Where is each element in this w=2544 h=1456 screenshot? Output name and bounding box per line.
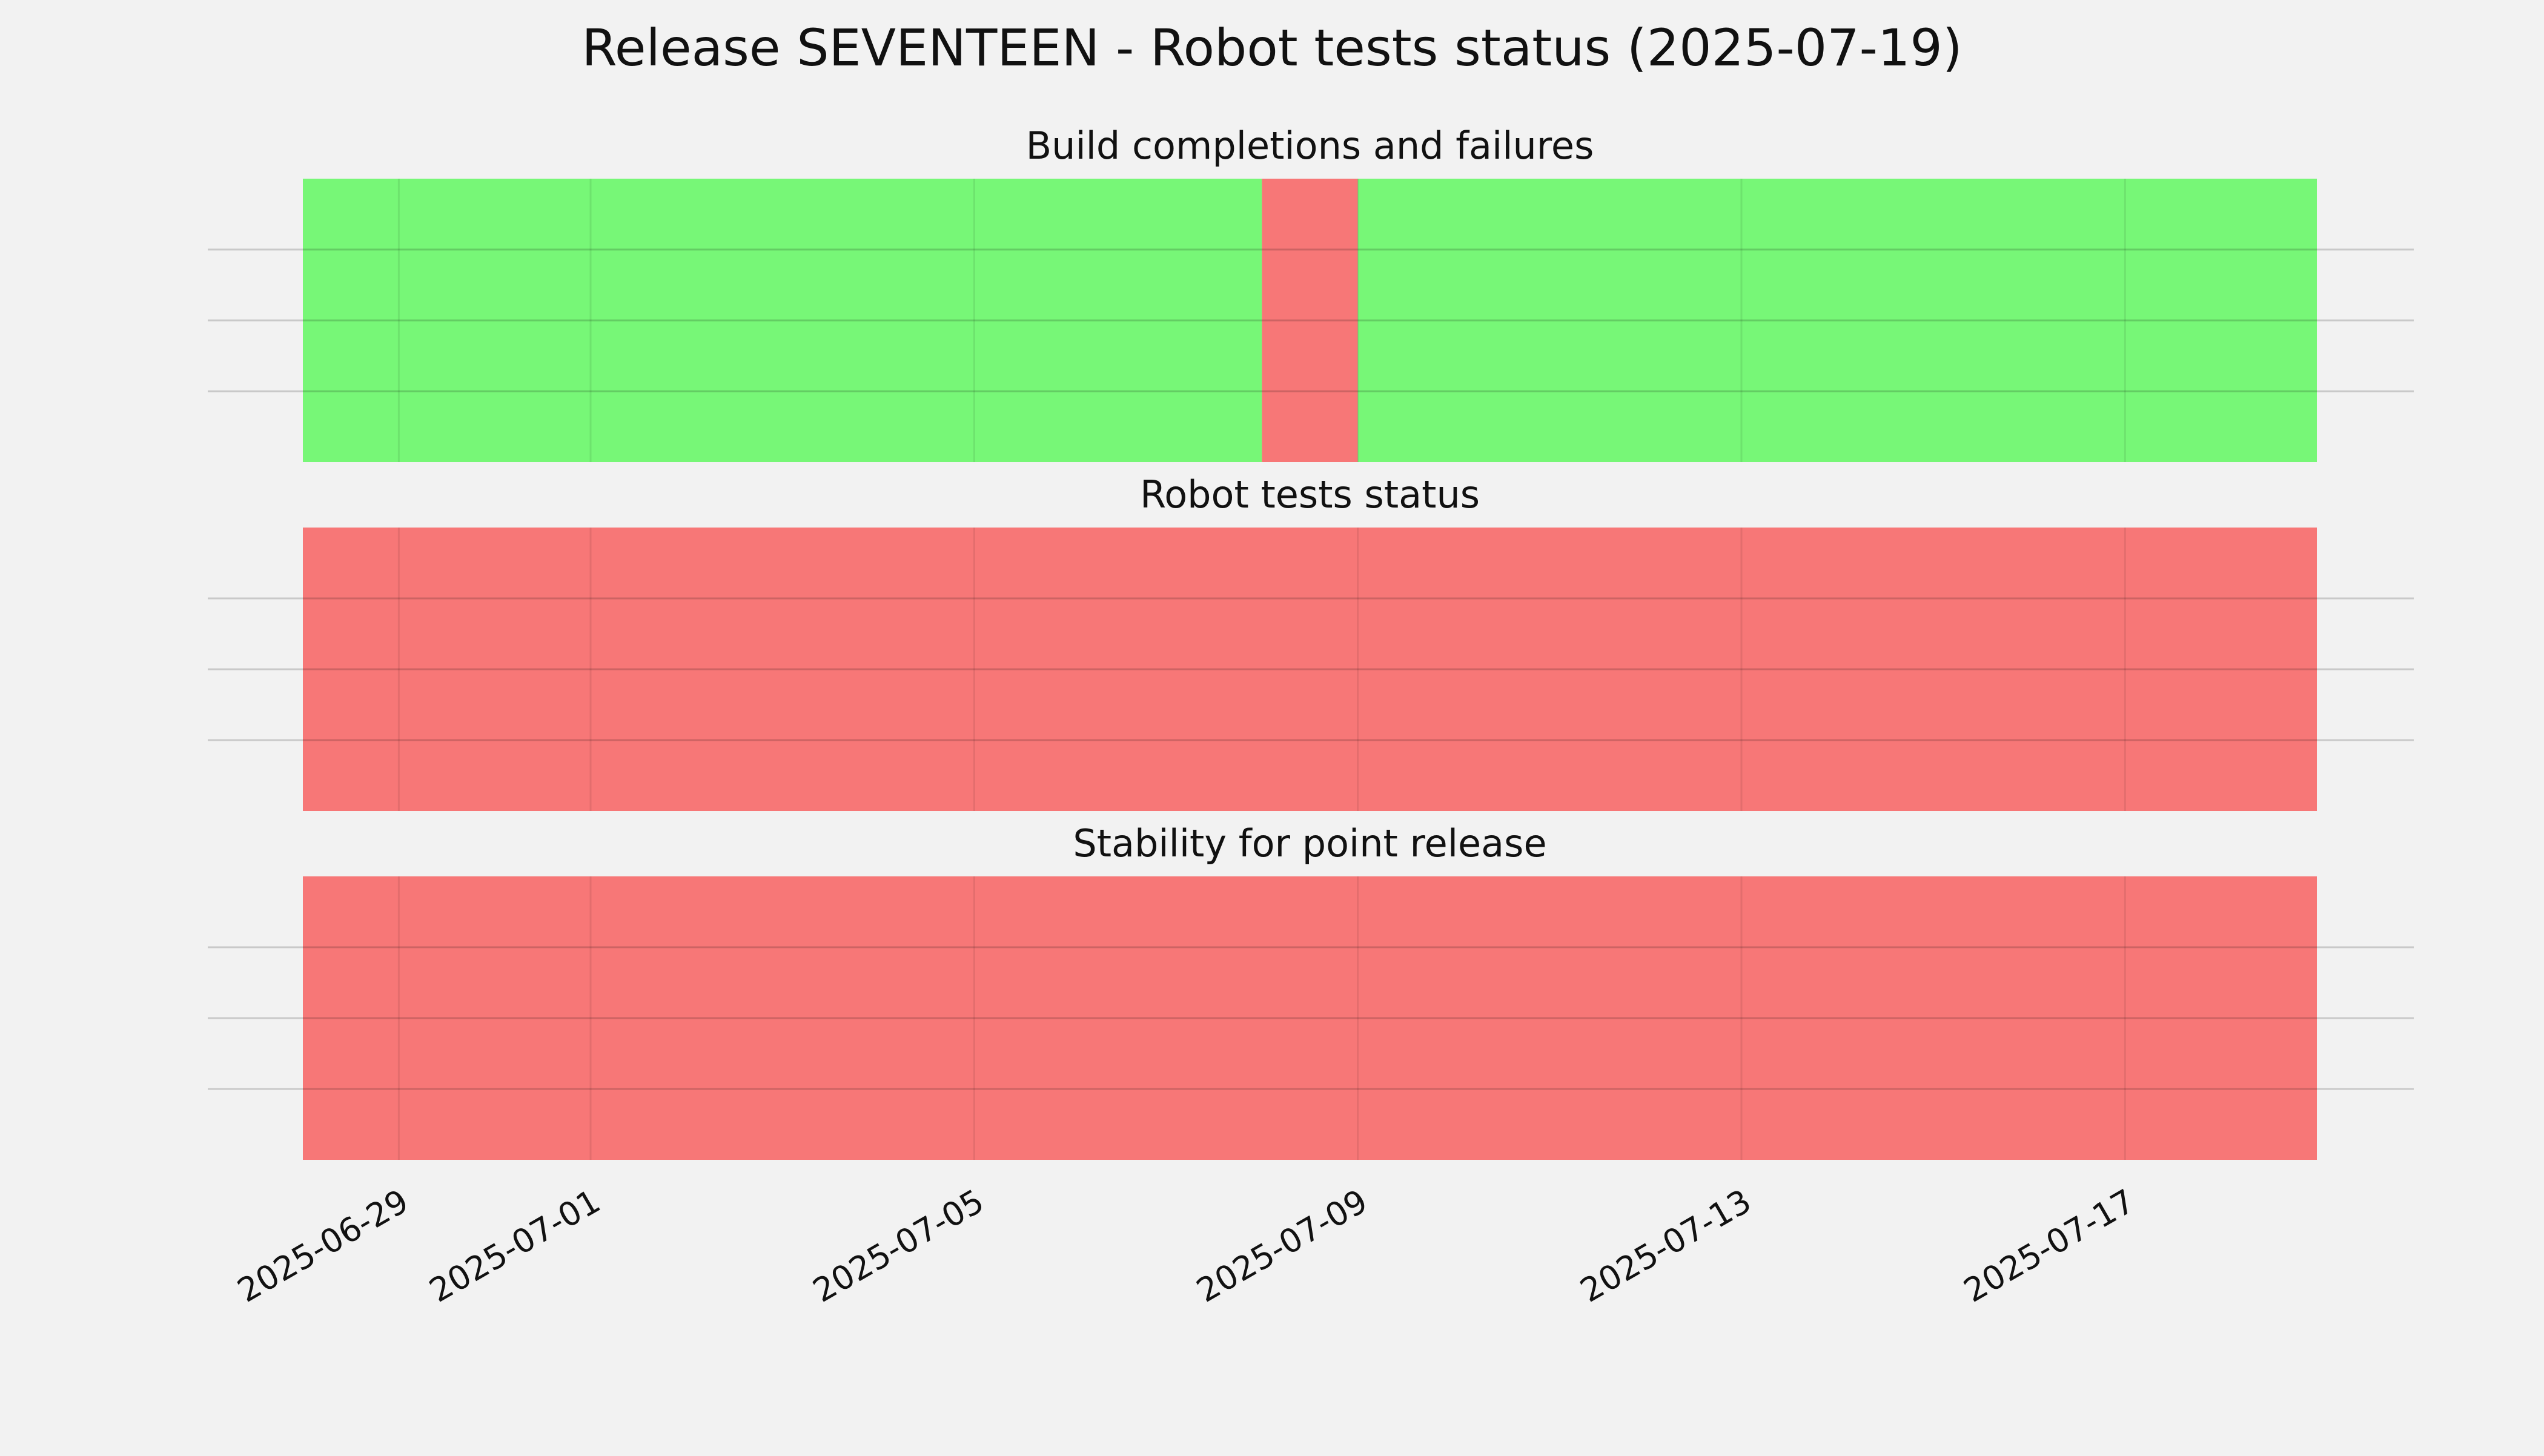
status-segment-pass: [1357, 179, 2317, 462]
panel-1: Build completions and failures: [208, 124, 2414, 462]
panel-title: Build completions and failures: [1026, 124, 1594, 168]
x-tick-label: 2025-07-01: [423, 1182, 606, 1309]
x-tick-label: 2025-07-13: [1574, 1182, 1757, 1309]
chart-title: Release SEVENTEEN - Robot tests status (…: [581, 18, 1962, 78]
status-segment-pass: [303, 179, 1262, 462]
status-segment-fail: [303, 528, 2317, 811]
status-segment-fail: [303, 876, 2317, 1160]
x-tick-label: 2025-07-09: [1190, 1182, 1374, 1309]
x-tick-label: 2025-06-29: [231, 1182, 415, 1309]
panel-3: Stability for point release: [208, 821, 2414, 1160]
panel-2: Robot tests status: [208, 472, 2414, 811]
x-tick-label: 2025-07-05: [807, 1182, 990, 1309]
panel-title: Stability for point release: [1073, 821, 1546, 865]
panel-title: Robot tests status: [1140, 472, 1480, 517]
x-tick-label: 2025-07-17: [1958, 1182, 2141, 1309]
status-segment-fail: [1262, 179, 1358, 462]
